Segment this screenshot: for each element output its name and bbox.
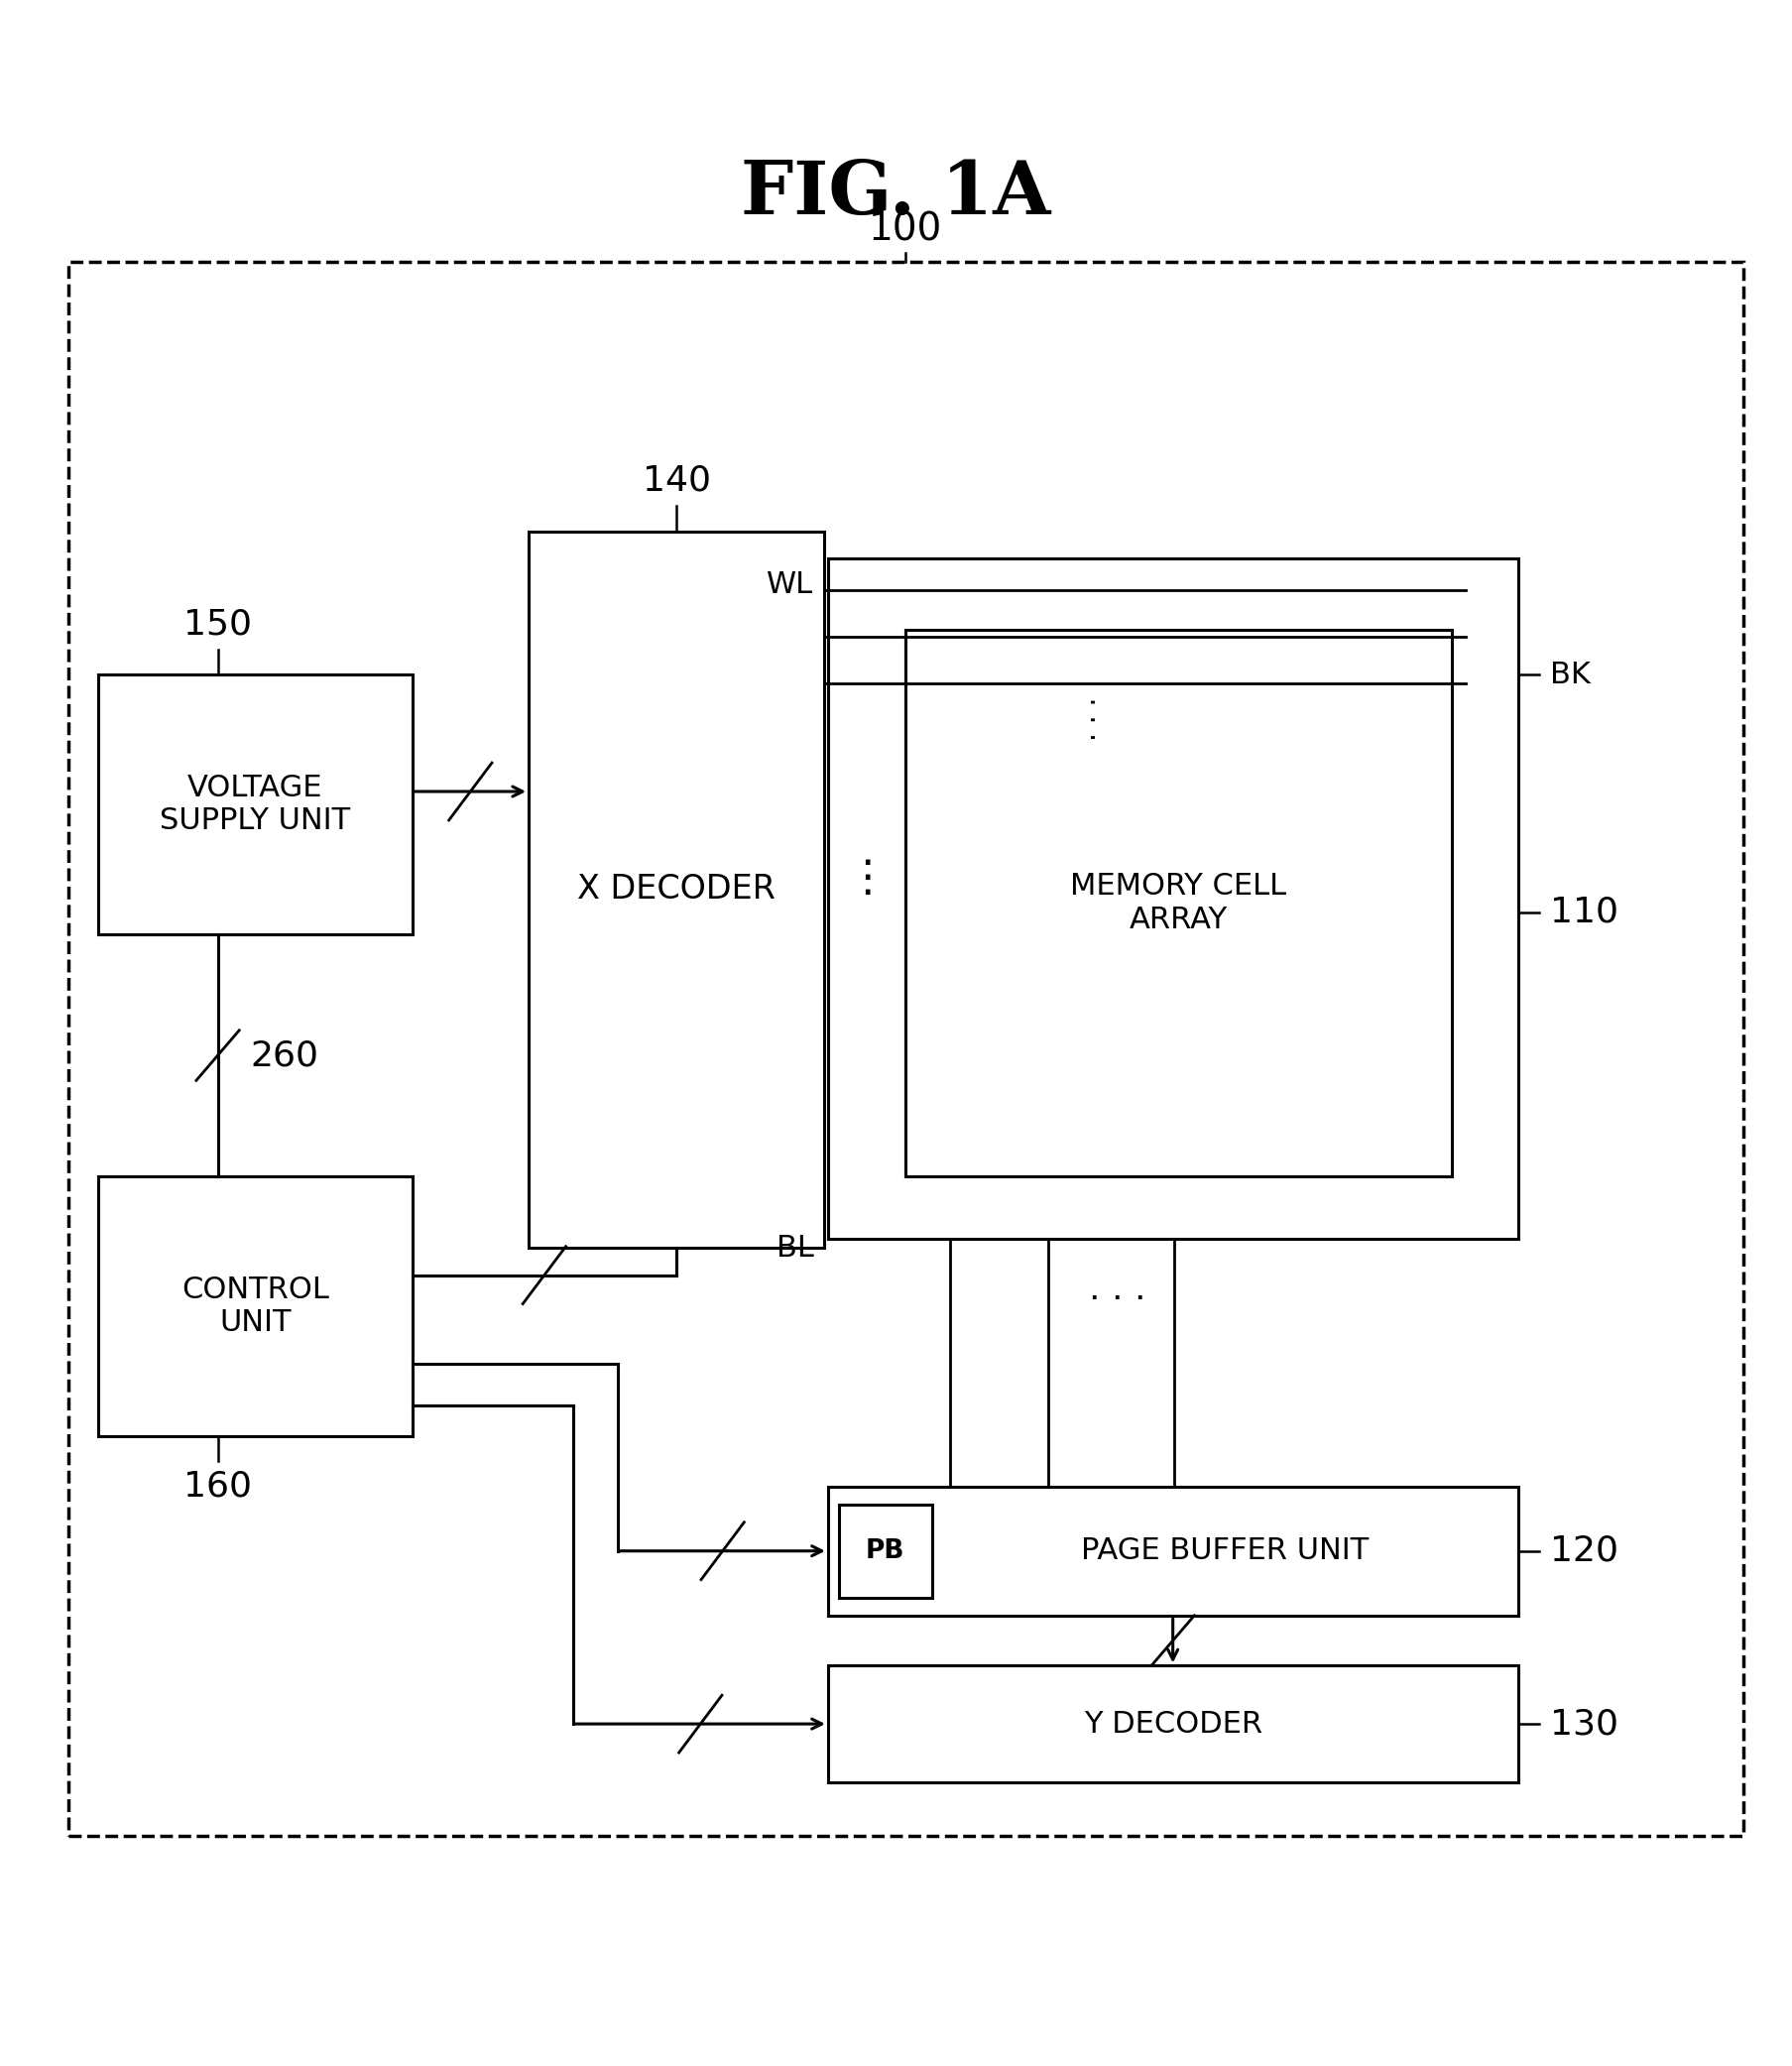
Text: 120: 120 xyxy=(1550,1535,1618,1568)
Text: BL: BL xyxy=(776,1233,814,1262)
Text: CONTROL
UNIT: CONTROL UNIT xyxy=(181,1275,330,1337)
Text: VOLTAGE
SUPPLY UNIT: VOLTAGE SUPPLY UNIT xyxy=(159,773,351,835)
Text: . . .: . . . xyxy=(1090,1273,1147,1306)
FancyBboxPatch shape xyxy=(99,1176,412,1436)
FancyBboxPatch shape xyxy=(839,1504,932,1597)
Text: 110: 110 xyxy=(1550,895,1618,930)
Text: 260: 260 xyxy=(249,1039,319,1072)
Text: BK: BK xyxy=(1550,661,1591,688)
FancyBboxPatch shape xyxy=(68,262,1744,1837)
FancyBboxPatch shape xyxy=(99,676,412,934)
Text: FIG. 1A: FIG. 1A xyxy=(742,157,1050,231)
Text: 160: 160 xyxy=(183,1469,253,1504)
Text: 150: 150 xyxy=(183,607,253,640)
Text: PB: PB xyxy=(866,1537,905,1564)
FancyBboxPatch shape xyxy=(529,531,824,1248)
Text: X DECODER: X DECODER xyxy=(577,874,776,907)
Text: 130: 130 xyxy=(1550,1707,1618,1742)
FancyBboxPatch shape xyxy=(828,1485,1518,1616)
FancyBboxPatch shape xyxy=(905,630,1452,1176)
Text: WL: WL xyxy=(767,570,814,599)
Text: PAGE BUFFER UNIT: PAGE BUFFER UNIT xyxy=(1081,1537,1369,1566)
Text: · · ·: · · · xyxy=(1082,698,1109,742)
Text: 140: 140 xyxy=(642,465,711,498)
Text: Y DECODER: Y DECODER xyxy=(1084,1709,1262,1738)
Text: MEMORY CELL
ARRAY: MEMORY CELL ARRAY xyxy=(1070,872,1287,934)
Text: 100: 100 xyxy=(867,211,943,248)
FancyBboxPatch shape xyxy=(828,1665,1518,1783)
FancyBboxPatch shape xyxy=(828,558,1518,1240)
Text: ⋮: ⋮ xyxy=(846,857,889,899)
